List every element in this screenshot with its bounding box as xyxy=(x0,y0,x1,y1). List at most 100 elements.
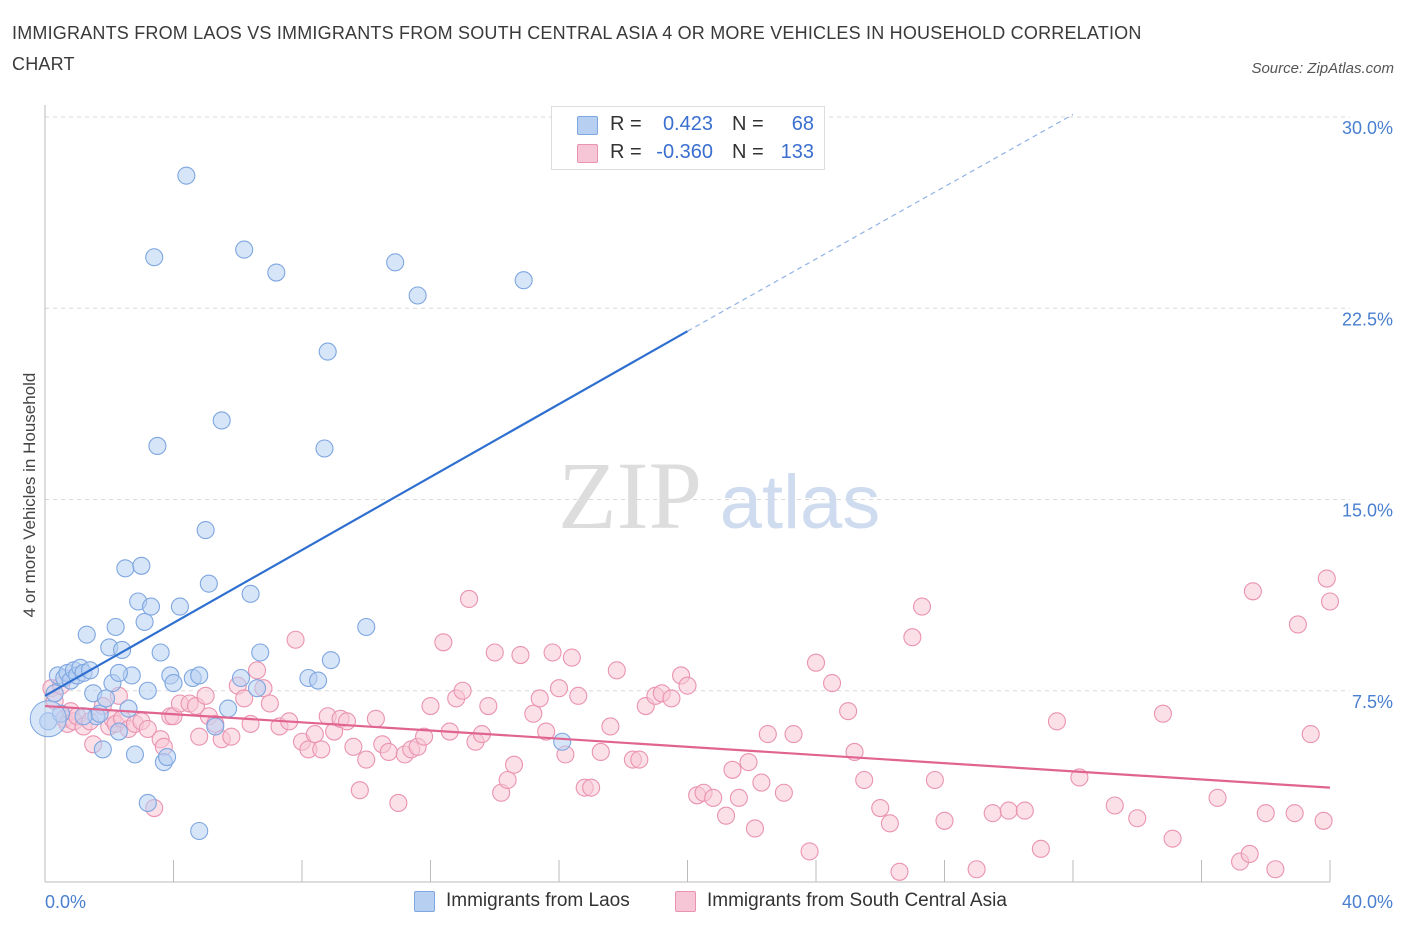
sca-point-144 xyxy=(1243,582,1262,601)
laos-point-47 xyxy=(219,699,238,718)
sca-point-47 xyxy=(312,740,331,759)
r-value: 0.423 xyxy=(662,113,713,135)
sca-point-131 xyxy=(1128,809,1147,828)
sca-point-20 xyxy=(138,719,157,739)
sca-point-112 xyxy=(823,674,842,693)
axis-ticks: 7.5% 15.0% 22.5% 30.0% 0.0% 40.0% xyxy=(45,118,1393,912)
sca-point-34 xyxy=(222,727,241,746)
sca-point-97 xyxy=(678,676,697,695)
y-tick-label-3: 30.0% xyxy=(1342,118,1393,138)
laos-point-46 xyxy=(212,411,231,430)
laos-point-61 xyxy=(408,286,427,305)
sca-point-86 xyxy=(582,778,601,797)
sca-point-95 xyxy=(662,689,681,708)
sca-point-76 xyxy=(511,645,530,665)
laos-point-29 xyxy=(135,612,154,631)
sca-point-136 xyxy=(1256,804,1275,823)
sca-point-100 xyxy=(704,788,723,807)
sca-point-62 xyxy=(415,727,434,746)
r-value: -0.360 xyxy=(656,141,713,163)
laos-point-62 xyxy=(514,271,533,290)
laos-point-66 xyxy=(109,663,128,682)
watermark-atlas: atlas xyxy=(720,460,881,545)
laos-point-26 xyxy=(125,745,144,764)
sca-point-75 xyxy=(504,755,524,774)
sca-point-63 xyxy=(421,696,440,716)
sca-point-43 xyxy=(286,630,305,649)
axes xyxy=(44,105,1331,883)
sca-point-120 xyxy=(912,597,932,616)
sca-point-133 xyxy=(1208,788,1227,807)
sca-point-132 xyxy=(1163,829,1182,848)
sca-point-36 xyxy=(235,689,254,708)
sca-point-111 xyxy=(806,653,826,672)
sca-point-141 xyxy=(1314,811,1333,830)
laos-point-50 xyxy=(241,584,260,603)
sca-point-71 xyxy=(479,696,498,716)
sca-point-129 xyxy=(1070,768,1089,787)
sca-point-78 xyxy=(530,689,549,708)
n-value: 68 xyxy=(791,113,814,135)
laos-point-21 xyxy=(109,722,128,741)
laos-trend-line xyxy=(44,330,689,697)
source-label: Source: ZipAtlas.com xyxy=(1251,60,1394,77)
sca-point-121 xyxy=(925,770,944,790)
laos-point-60 xyxy=(386,253,405,272)
laos-point-32 xyxy=(145,248,164,267)
laos-point-17 xyxy=(96,689,116,708)
legend-label-sca: Immigrants from South Central Asia xyxy=(707,890,1007,911)
laos-point-58 xyxy=(321,651,340,670)
laos-point-31 xyxy=(141,597,161,616)
laos-point-65 xyxy=(190,821,209,841)
n-label: N = xyxy=(732,113,764,135)
sca-point-125 xyxy=(999,801,1018,820)
laos-point-11 xyxy=(77,625,96,644)
watermark-zip: ZIP xyxy=(558,442,702,549)
laos-point-28 xyxy=(132,556,151,575)
laos-point-40 xyxy=(177,166,196,185)
r-label: R = xyxy=(610,113,642,135)
laos-point-42 xyxy=(190,666,209,685)
sca-point-108 xyxy=(774,783,793,802)
sca-point-84 xyxy=(569,686,588,705)
trend-lines xyxy=(44,113,1331,789)
series-laos xyxy=(29,166,572,841)
laos-point-45 xyxy=(206,717,225,736)
laos-point-30 xyxy=(138,681,157,700)
laos-point-39 xyxy=(170,597,189,616)
laos-point-36 xyxy=(158,747,177,767)
y-tick-label-0: 7.5% xyxy=(1352,692,1393,712)
laos-point-56 xyxy=(315,439,334,458)
laos-trend-extension xyxy=(687,113,1074,332)
sca-point-142 xyxy=(1320,592,1340,611)
laos-point-33 xyxy=(148,436,167,456)
sca-point-54 xyxy=(357,750,376,769)
sca-point-115 xyxy=(855,770,874,790)
sca-point-55 xyxy=(366,709,385,728)
laos-point-48 xyxy=(231,668,251,688)
sca-point-118 xyxy=(890,862,909,881)
sca-point-107 xyxy=(758,725,777,744)
laos-point-57 xyxy=(318,342,337,361)
x-tick-label-0: 0.0% xyxy=(45,892,86,912)
laos-legend-swatch xyxy=(414,891,435,912)
sca-point-102 xyxy=(723,760,742,779)
sca-point-72 xyxy=(485,643,504,662)
sca-point-130 xyxy=(1105,796,1124,815)
sca-point-91 xyxy=(630,750,649,769)
sca-point-139 xyxy=(1288,615,1307,634)
laos-point-63 xyxy=(553,732,572,751)
sca-point-89 xyxy=(607,661,626,680)
sca-point-138 xyxy=(1285,804,1304,823)
sca-point-110 xyxy=(800,842,819,861)
sca-point-83 xyxy=(562,648,581,667)
n-label: N = xyxy=(732,141,764,163)
sca-point-58 xyxy=(389,793,408,813)
laos-point-24 xyxy=(119,699,138,718)
laos-point-20 xyxy=(106,617,125,637)
sca-point-87 xyxy=(591,742,610,762)
sca-point-113 xyxy=(839,702,858,721)
sca-point-137 xyxy=(1266,860,1285,879)
sca-point-57 xyxy=(379,742,398,762)
